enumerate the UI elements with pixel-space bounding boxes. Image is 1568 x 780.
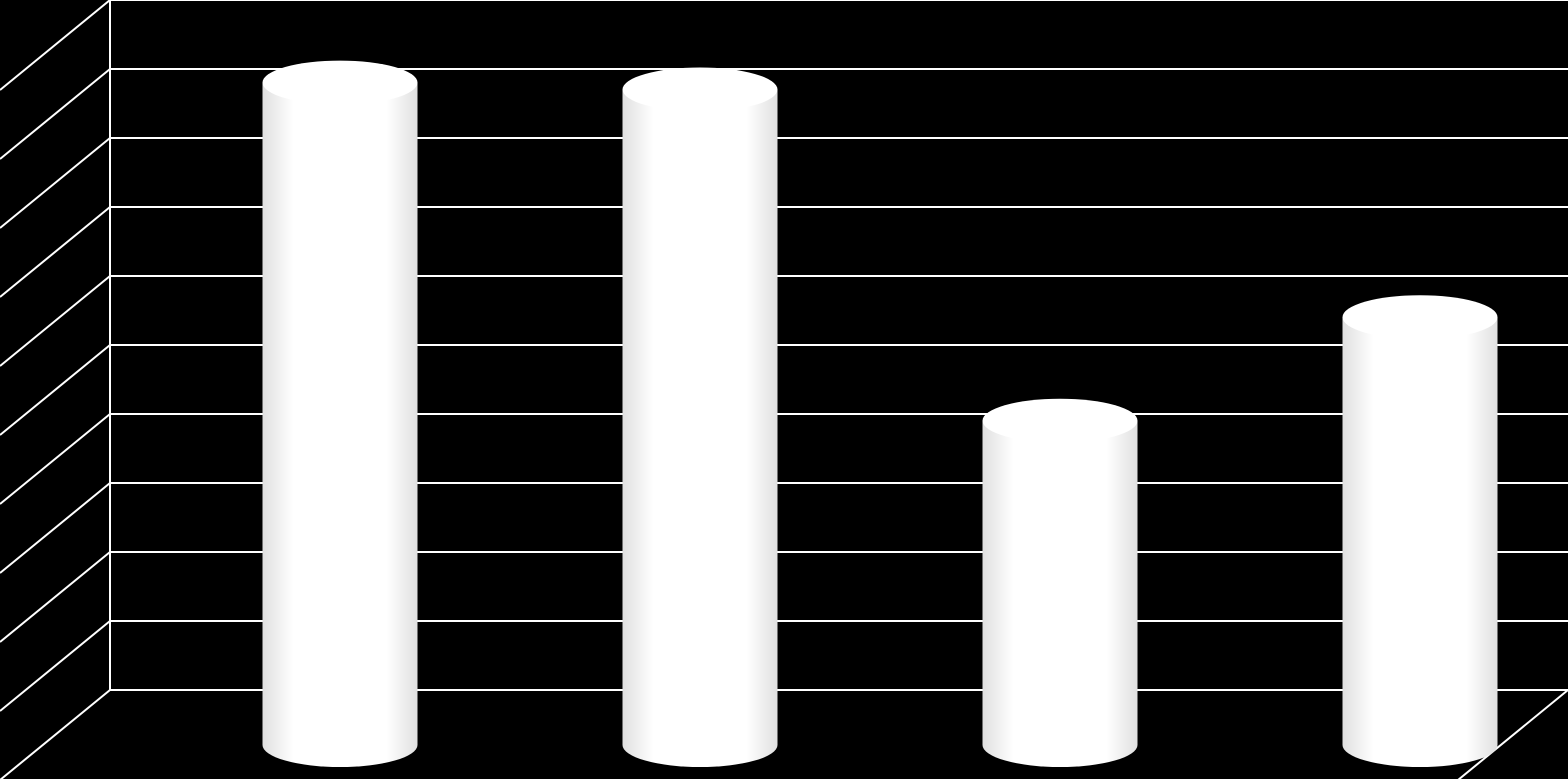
cylinder-bar-chart bbox=[0, 0, 1568, 780]
bar-cylinder bbox=[983, 399, 1138, 767]
bar-cylinder bbox=[1343, 295, 1498, 767]
bar-cylinder bbox=[263, 61, 418, 767]
bar-cylinder bbox=[623, 68, 778, 768]
